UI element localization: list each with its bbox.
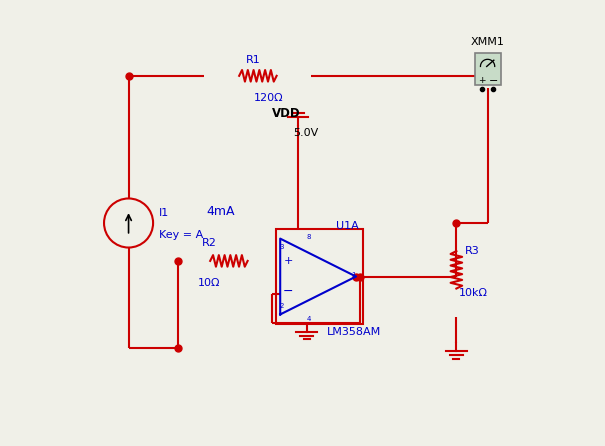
Text: 1: 1 [351, 272, 356, 278]
Bar [276, 229, 363, 324]
Text: −: − [489, 76, 498, 86]
Text: 2: 2 [280, 303, 284, 309]
Text: VDD: VDD [272, 107, 301, 120]
Text: LM358AM: LM358AM [327, 327, 381, 337]
Text: R3: R3 [465, 247, 479, 256]
Text: 10Ω: 10Ω [198, 278, 220, 288]
Text: −: − [283, 285, 293, 298]
Text: 5.0V: 5.0V [293, 128, 318, 138]
Text: I1: I1 [159, 208, 169, 218]
Text: +: + [284, 256, 293, 266]
Text: 10kΩ: 10kΩ [459, 288, 488, 297]
Text: 8: 8 [306, 234, 311, 240]
Text: 3: 3 [280, 244, 284, 250]
Text: Key = A: Key = A [159, 231, 203, 240]
Text: U1A: U1A [336, 221, 359, 231]
Text: 4mA: 4mA [207, 205, 235, 219]
Text: +: + [478, 76, 486, 85]
Text: 4: 4 [307, 316, 311, 322]
Text: XMM1: XMM1 [471, 37, 505, 47]
Bar [475, 53, 500, 85]
Text: R2: R2 [201, 239, 216, 248]
Text: R1: R1 [246, 55, 261, 65]
Text: 120Ω: 120Ω [254, 93, 284, 103]
